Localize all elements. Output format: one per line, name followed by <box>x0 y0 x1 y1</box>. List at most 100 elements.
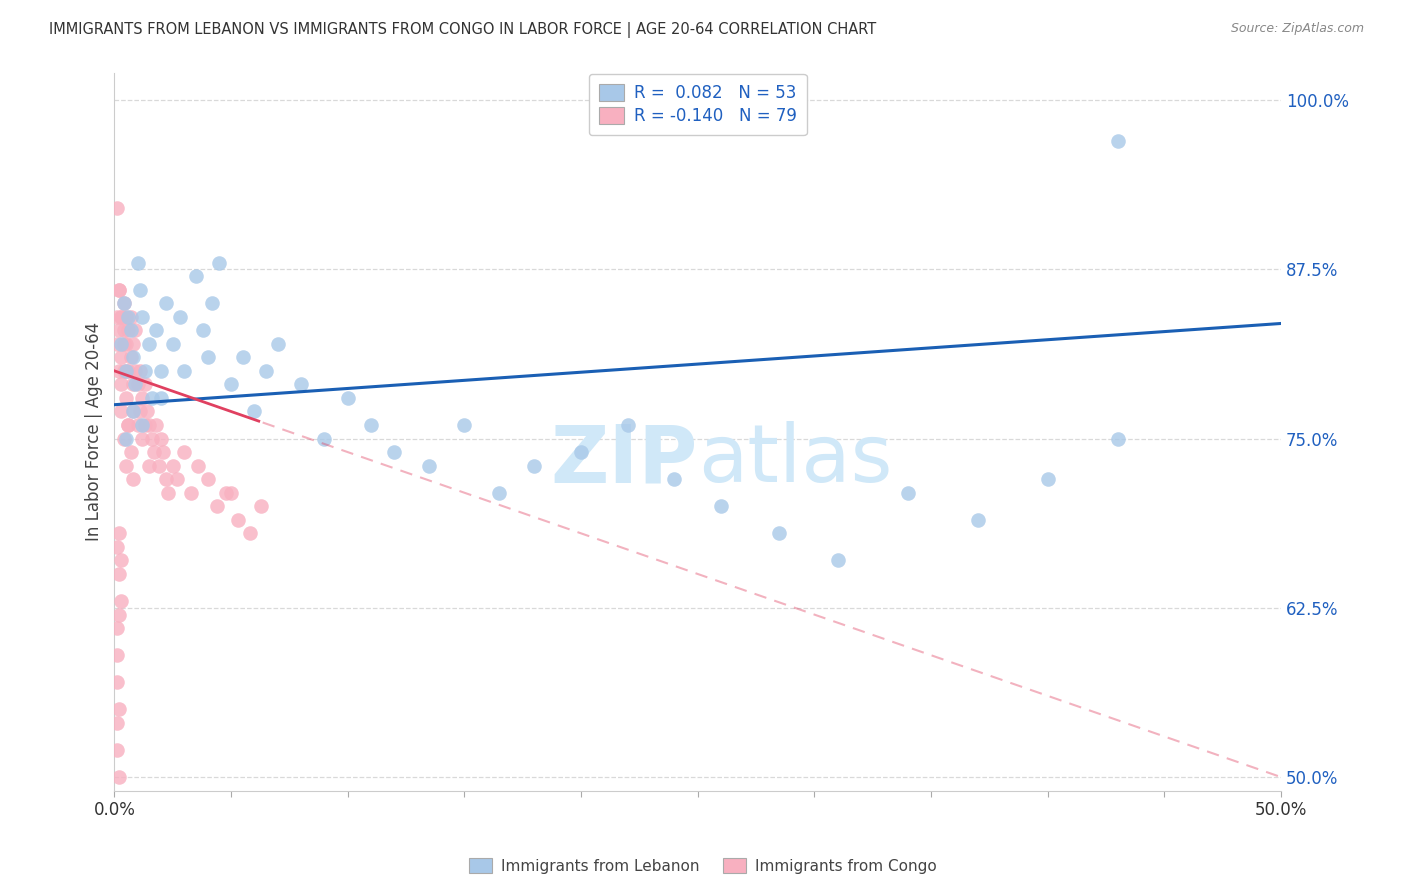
Point <box>110 310 132 324</box>
Y-axis label: In Labor Force | Age 20-64: In Labor Force | Age 20-64 <box>86 322 103 541</box>
Point <box>108 526 131 541</box>
Point <box>418 458 440 473</box>
Point <box>215 485 238 500</box>
Point <box>124 377 146 392</box>
Text: IMMIGRANTS FROM LEBANON VS IMMIGRANTS FROM CONGO IN LABOR FORCE | AGE 20-64 CORR: IMMIGRANTS FROM LEBANON VS IMMIGRANTS FR… <box>49 22 876 38</box>
Point <box>112 323 135 337</box>
Point <box>360 417 382 432</box>
Point <box>1036 472 1059 486</box>
Point <box>124 364 146 378</box>
Point <box>145 417 167 432</box>
Text: Source: ZipAtlas.com: Source: ZipAtlas.com <box>1230 22 1364 36</box>
Point <box>1107 134 1129 148</box>
Point <box>105 336 128 351</box>
Point <box>664 472 686 486</box>
Point <box>131 432 153 446</box>
Point <box>138 458 160 473</box>
Point <box>112 364 135 378</box>
Point <box>120 351 142 365</box>
Point <box>110 377 132 392</box>
Point <box>162 458 184 473</box>
Legend: R =  0.082   N = 53, R = -0.140   N = 79: R = 0.082 N = 53, R = -0.140 N = 79 <box>589 74 807 136</box>
Point <box>110 404 132 418</box>
Point <box>453 417 475 432</box>
Point <box>120 445 142 459</box>
Point <box>169 310 191 324</box>
Point <box>184 269 207 284</box>
Point <box>117 310 139 324</box>
Point <box>136 404 159 418</box>
Point <box>108 283 131 297</box>
Point <box>122 351 145 365</box>
Point <box>120 310 142 324</box>
Point <box>110 310 132 324</box>
Point <box>105 202 128 216</box>
Point <box>1107 432 1129 446</box>
Point <box>108 607 131 622</box>
Point <box>827 553 849 567</box>
Point <box>314 432 336 446</box>
Point <box>112 296 135 310</box>
Point <box>131 417 153 432</box>
Point <box>166 472 188 486</box>
Point <box>134 417 156 432</box>
Point <box>110 351 132 365</box>
Point <box>105 621 128 635</box>
Point <box>290 377 312 392</box>
Point <box>138 336 160 351</box>
Point <box>243 404 266 418</box>
Point <box>117 364 139 378</box>
Point <box>105 310 128 324</box>
Point <box>180 485 202 500</box>
Point <box>115 391 138 405</box>
Point <box>250 500 273 514</box>
Point <box>117 417 139 432</box>
Point <box>108 702 131 716</box>
Point <box>208 255 231 269</box>
Point <box>112 432 135 446</box>
Point <box>616 417 638 432</box>
Point <box>232 351 254 365</box>
Point <box>105 715 128 730</box>
Point <box>122 336 145 351</box>
Point <box>254 364 277 378</box>
Point <box>122 404 145 418</box>
Point <box>138 417 160 432</box>
Point <box>115 364 138 378</box>
Point <box>110 594 132 608</box>
Point <box>115 432 138 446</box>
Point <box>131 391 153 405</box>
Point <box>105 675 128 690</box>
Point <box>173 445 195 459</box>
Point <box>145 323 167 337</box>
Point <box>768 526 790 541</box>
Point <box>108 323 131 337</box>
Point <box>173 364 195 378</box>
Point <box>108 364 131 378</box>
Point <box>187 458 209 473</box>
Point <box>897 485 920 500</box>
Point <box>201 296 224 310</box>
Text: atlas: atlas <box>697 422 891 500</box>
Point <box>127 377 149 392</box>
Point <box>108 283 131 297</box>
Point <box>115 458 138 473</box>
Point <box>152 445 174 459</box>
Point <box>122 404 145 418</box>
Point <box>127 255 149 269</box>
Point <box>141 432 163 446</box>
Point <box>129 364 152 378</box>
Point <box>110 336 132 351</box>
Point <box>141 391 163 405</box>
Point <box>105 540 128 554</box>
Point <box>219 485 242 500</box>
Point <box>239 526 262 541</box>
Point <box>117 323 139 337</box>
Point <box>155 472 177 486</box>
Point <box>108 566 131 581</box>
Point <box>122 377 145 392</box>
Point <box>336 391 359 405</box>
Point <box>105 743 128 757</box>
Point <box>267 336 290 351</box>
Point <box>150 391 173 405</box>
